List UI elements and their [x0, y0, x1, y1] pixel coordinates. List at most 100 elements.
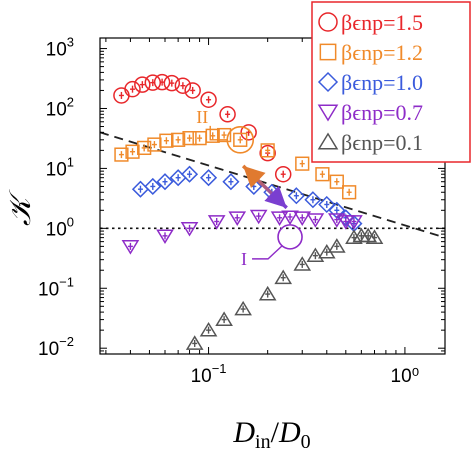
data-point: [345, 229, 363, 244]
legend: βϵnp=1.5 βϵnp=1.2 βϵnp=1.0 βϵnp=0.7 βϵnp=0.1: [311, 1, 471, 163]
data-point: [258, 285, 277, 301]
error-bar: [210, 132, 216, 140]
error-bar: [312, 216, 318, 224]
transition-arrow: [241, 164, 288, 210]
x-axis-title-d: D: [232, 416, 255, 449]
error-bar: [118, 91, 124, 99]
error-bar: [358, 232, 364, 240]
label-i: I: [241, 249, 247, 269]
data-point: [274, 269, 293, 285]
plot-frame: [99, 37, 446, 355]
series-4: [185, 227, 384, 350]
highlight-circle-i: [277, 224, 303, 250]
error-bar: [277, 214, 283, 222]
legend-marker: [317, 132, 339, 150]
error-bar: [334, 242, 340, 250]
error-bar: [162, 232, 168, 240]
data-point: [134, 76, 151, 93]
data-point: [124, 80, 141, 98]
x-axis-title-d0: D: [278, 416, 301, 449]
error-bar: [130, 85, 136, 93]
data-point: [159, 133, 174, 148]
error-bar: [151, 141, 157, 149]
error-bar: [187, 224, 193, 232]
legend-box: [311, 1, 471, 163]
error-bar: [310, 196, 316, 204]
legend-label: βϵnp=1.5: [341, 10, 423, 35]
data-point: [260, 143, 275, 158]
legend-label: βϵnp=0.7: [341, 100, 423, 125]
data-point: [327, 238, 346, 253]
y-tick-label-base: 10: [38, 339, 59, 360]
error-bar: [265, 146, 271, 154]
data-point: [216, 127, 232, 143]
data-point: [153, 73, 171, 91]
leader-line-i: [252, 245, 283, 260]
x-axis-title-in: in: [255, 431, 271, 451]
error-bar: [334, 178, 340, 186]
error-bar: [299, 214, 305, 222]
data-point: [114, 147, 129, 162]
y-tick-label-exp: 2: [67, 94, 74, 109]
y-tick-label-exp: 0: [67, 214, 74, 229]
error-bar: [293, 192, 299, 200]
error-bar: [192, 339, 198, 347]
data-point: [121, 240, 140, 255]
data-point: [144, 177, 162, 196]
error-bar: [206, 326, 212, 334]
error-bar: [346, 188, 352, 196]
x-axis: 10−1 10⁰: [105, 38, 419, 387]
error-bar: [130, 148, 136, 156]
data-point: [156, 173, 174, 191]
y-tick-label: 10−1: [38, 274, 74, 300]
data-point: [180, 165, 199, 183]
error-bar: [299, 260, 305, 268]
data-point: [137, 140, 152, 156]
error-bar: [334, 206, 340, 214]
y-tick-label: 101: [46, 154, 74, 180]
error-bar: [234, 214, 240, 222]
error-bar: [324, 200, 330, 208]
data-point: [215, 311, 233, 326]
data-point: [174, 77, 192, 94]
y-tick-label-exp: −1: [59, 274, 74, 289]
series-0: [113, 73, 292, 183]
label-ii: II: [196, 107, 208, 127]
series-3: [121, 209, 363, 255]
data-point: [342, 185, 357, 200]
error-bar: [190, 86, 196, 94]
data-point: [281, 210, 299, 226]
error-bar: [127, 242, 133, 250]
data-point: [234, 300, 252, 316]
x-axis-title-slash: /: [271, 416, 280, 449]
leader-line-ii: [209, 125, 228, 141]
y-tick-label-base: 10: [46, 40, 67, 61]
x-tick-label-exp: −1: [212, 361, 227, 376]
y-tick-label-base: 10: [46, 99, 67, 120]
error-bar: [237, 136, 243, 144]
error-bar: [351, 218, 357, 226]
error-bar: [280, 274, 286, 282]
data-point: [199, 321, 218, 337]
data-point: [315, 167, 330, 182]
error-bar: [343, 218, 349, 226]
error-bar: [372, 234, 378, 242]
y-tick-label: 103: [46, 35, 74, 61]
error-bar: [312, 252, 318, 260]
error-bar: [175, 174, 181, 182]
x-tick-label: 10−1: [191, 361, 227, 387]
legend-label: βϵnp=1.2: [341, 40, 423, 65]
data-point: [293, 211, 312, 226]
data-point: [304, 191, 322, 209]
y-tick-label-exp: 1: [67, 154, 74, 169]
data-point: [125, 144, 140, 159]
legend-marker: [319, 43, 337, 61]
y-tick-label-base: 10: [46, 159, 67, 180]
data-point: [205, 128, 220, 143]
legend-marker: [317, 104, 339, 122]
data-point: [228, 211, 247, 226]
error-bar: [187, 170, 193, 178]
data-point: [270, 211, 289, 226]
data-point: [306, 213, 325, 228]
y-tick-label-base: 10: [38, 279, 59, 300]
